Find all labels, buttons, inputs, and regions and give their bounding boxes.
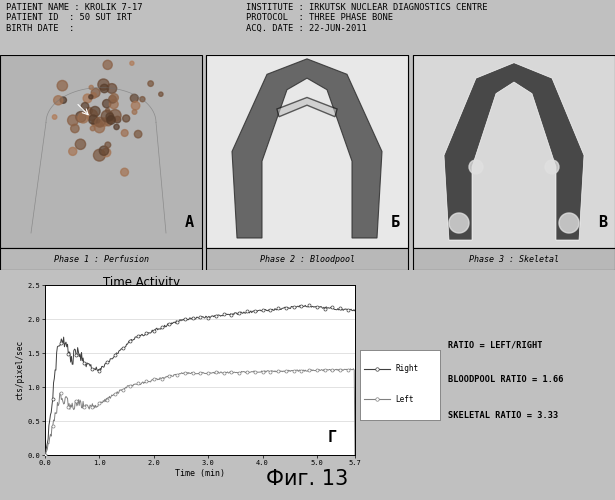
Circle shape (103, 60, 113, 70)
Text: INSTITUTE : IRKUTSK NUCLEAR DIAGNOSTICS CENTRE
PROTOCOL  : THREE PHASE BONE
ACQ.: INSTITUTE : IRKUTSK NUCLEAR DIAGNOSTICS … (246, 2, 488, 32)
Circle shape (90, 126, 95, 131)
Text: Time Activity: Time Activity (103, 276, 180, 289)
Circle shape (105, 142, 111, 148)
Circle shape (545, 160, 559, 174)
PathPatch shape (232, 59, 382, 238)
Circle shape (107, 84, 117, 94)
Circle shape (109, 96, 116, 103)
Circle shape (54, 96, 63, 105)
Circle shape (94, 122, 105, 133)
Circle shape (93, 150, 105, 161)
Circle shape (95, 117, 105, 127)
Text: RATIO = LEFT/RIGHT: RATIO = LEFT/RIGHT (448, 340, 543, 349)
Circle shape (121, 130, 128, 136)
Circle shape (89, 115, 98, 124)
Text: Phase 1 : Perfusion: Phase 1 : Perfusion (54, 254, 148, 264)
Circle shape (110, 94, 118, 102)
Circle shape (91, 92, 97, 98)
Bar (413, 55, 615, 248)
Circle shape (559, 213, 579, 233)
Bar (0, 55, 202, 248)
Bar (206, 248, 408, 270)
Text: SKELETAL RATIO = 3.33: SKELETAL RATIO = 3.33 (448, 410, 558, 420)
Circle shape (101, 110, 113, 122)
Circle shape (71, 124, 79, 132)
Circle shape (52, 114, 57, 119)
Circle shape (109, 100, 118, 108)
PathPatch shape (444, 62, 584, 240)
Circle shape (92, 120, 98, 126)
Circle shape (159, 92, 163, 96)
Bar (413, 55, 615, 248)
Circle shape (106, 108, 109, 112)
Circle shape (105, 118, 112, 126)
Circle shape (114, 124, 119, 130)
Text: Left: Left (395, 394, 414, 404)
Circle shape (100, 84, 109, 92)
Text: PATIENT NAME : KROLIK 7-17
PATIENT ID  : 50 SUT IRT
BIRTH DATE  :: PATIENT NAME : KROLIK 7-17 PATIENT ID : … (6, 2, 143, 32)
Circle shape (68, 115, 78, 126)
Text: Г: Г (327, 430, 336, 445)
Circle shape (90, 106, 100, 117)
Circle shape (69, 148, 77, 156)
Circle shape (103, 100, 111, 108)
Circle shape (83, 94, 92, 103)
Text: Phase 2 : Bloodpool: Phase 2 : Bloodpool (260, 254, 354, 264)
Circle shape (57, 80, 68, 91)
Circle shape (60, 97, 66, 103)
Circle shape (78, 112, 89, 123)
Circle shape (85, 108, 92, 114)
Circle shape (140, 96, 145, 102)
Text: В: В (598, 215, 607, 230)
Circle shape (109, 110, 121, 122)
Text: Right: Right (395, 364, 418, 374)
Circle shape (100, 118, 108, 126)
Circle shape (87, 110, 97, 120)
Circle shape (107, 116, 116, 124)
Circle shape (76, 112, 86, 122)
PathPatch shape (277, 98, 337, 117)
Text: Phase 3 : Skeletal: Phase 3 : Skeletal (469, 254, 559, 264)
Circle shape (75, 139, 85, 149)
Circle shape (469, 160, 483, 174)
Circle shape (91, 88, 100, 97)
X-axis label: Time (min): Time (min) (175, 468, 225, 477)
Circle shape (114, 116, 121, 123)
Circle shape (449, 213, 469, 233)
Bar (0, 248, 202, 270)
Text: Фиг. 13: Фиг. 13 (266, 469, 349, 489)
Circle shape (102, 148, 111, 157)
Circle shape (81, 102, 89, 110)
Circle shape (130, 61, 134, 66)
Circle shape (96, 120, 102, 126)
Text: A: A (185, 215, 194, 230)
Circle shape (148, 81, 153, 86)
Text: Б: Б (391, 215, 400, 230)
Circle shape (99, 146, 109, 156)
Circle shape (121, 168, 129, 176)
Circle shape (132, 110, 137, 114)
Circle shape (130, 94, 138, 102)
Bar (206, 55, 408, 248)
Y-axis label: cts/pixel/sec: cts/pixel/sec (15, 340, 25, 400)
Circle shape (89, 95, 93, 99)
Circle shape (98, 79, 109, 90)
Circle shape (132, 102, 140, 110)
Bar (206, 55, 408, 248)
Circle shape (95, 118, 100, 123)
Circle shape (134, 130, 142, 138)
Circle shape (122, 115, 130, 122)
Circle shape (92, 121, 97, 126)
Circle shape (108, 116, 114, 122)
Circle shape (89, 86, 93, 89)
Bar (413, 248, 615, 270)
Text: BLOODPOOL RATIO = 1.66: BLOODPOOL RATIO = 1.66 (448, 376, 564, 384)
Circle shape (106, 113, 114, 120)
